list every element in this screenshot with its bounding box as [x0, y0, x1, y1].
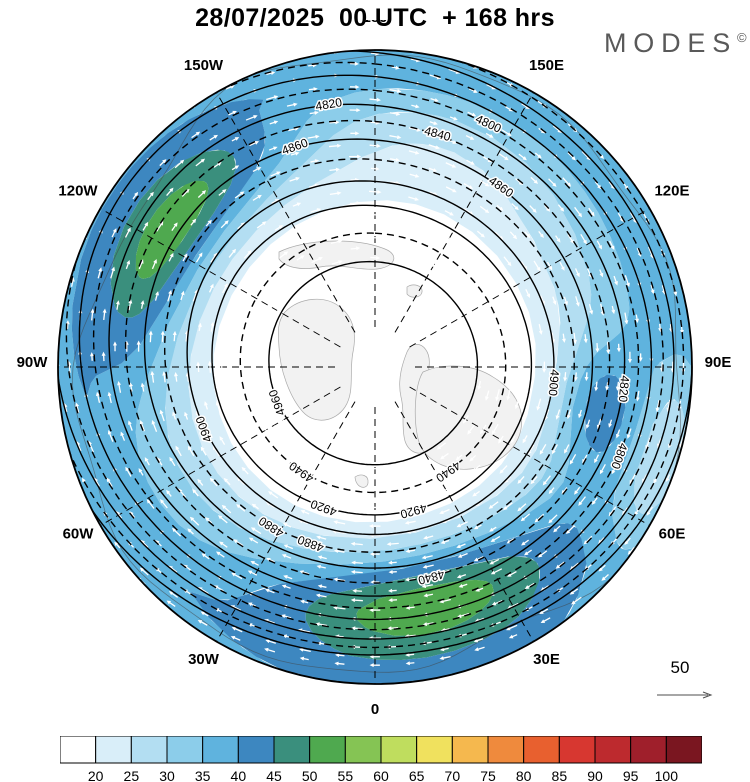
svg-text:60E: 60E: [659, 526, 686, 543]
svg-text:0: 0: [371, 701, 379, 718]
svg-text:120W: 120W: [58, 183, 98, 200]
svg-text:20: 20: [88, 768, 104, 782]
svg-text:4820: 4820: [616, 375, 632, 403]
svg-text:35: 35: [195, 768, 211, 782]
svg-text:55: 55: [338, 768, 354, 782]
svg-text:150W: 150W: [184, 57, 224, 74]
svg-text:30E: 30E: [533, 651, 560, 668]
svg-text:30W: 30W: [188, 651, 220, 668]
svg-text:180: 180: [362, 20, 387, 26]
svg-text:80: 80: [516, 768, 532, 782]
svg-text:60W: 60W: [63, 526, 95, 543]
svg-text:75: 75: [480, 768, 496, 782]
svg-text:4900: 4900: [546, 369, 562, 397]
svg-text:70: 70: [445, 768, 461, 782]
svg-text:65: 65: [409, 768, 425, 782]
svg-text:85: 85: [552, 768, 568, 782]
svg-text:60: 60: [373, 768, 389, 782]
svg-text:90E: 90E: [705, 354, 732, 371]
svg-text:150E: 150E: [529, 57, 564, 74]
svg-text:100: 100: [655, 768, 679, 782]
svg-text:120E: 120E: [654, 183, 689, 200]
svg-text:25: 25: [124, 768, 140, 782]
svg-text:50: 50: [302, 768, 318, 782]
svg-text:40: 40: [231, 768, 247, 782]
svg-text:45: 45: [266, 768, 282, 782]
svg-text:90: 90: [587, 768, 603, 782]
svg-text:95: 95: [623, 768, 639, 782]
svg-text:30: 30: [159, 768, 175, 782]
svg-text:90W: 90W: [17, 354, 49, 371]
